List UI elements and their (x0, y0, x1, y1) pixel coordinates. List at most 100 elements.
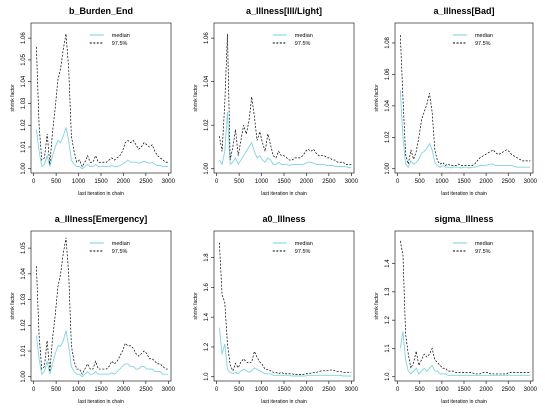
median-line (218, 112, 352, 169)
x-tick-label: 2000 (479, 387, 493, 393)
y-tick-label: 1.06 (385, 68, 391, 80)
x-tick-label: 1000 (72, 179, 86, 185)
x-tick-label: 3000 (345, 179, 359, 185)
x-tick-label: 0 (215, 179, 219, 185)
plot-frame (213, 230, 355, 382)
plot-frame (30, 22, 172, 174)
y-tick-label: 1.00 (385, 162, 391, 174)
y-tick-label: 1.2 (385, 315, 391, 324)
y-tick-label: 1.01 (21, 345, 27, 357)
median-line (35, 330, 169, 378)
x-tick-label: 3000 (524, 179, 538, 185)
y-tick-label: 1.02 (385, 131, 391, 143)
y-axis-label: shrink factor (374, 84, 380, 112)
plot-frame (394, 230, 534, 382)
legend-label: median (475, 33, 493, 39)
x-tick-label: 2000 (479, 179, 493, 185)
q975-line (399, 240, 531, 375)
x-tick-label: 2000 (117, 387, 131, 393)
q975-line (219, 242, 352, 375)
y-tick-label: 1.02 (21, 119, 27, 131)
panel-title: a0_Illness (262, 214, 305, 224)
legend-label: 97.5% (112, 249, 128, 255)
y-tick-label: 1.8 (204, 253, 210, 262)
x-tick-label: 1000 (435, 387, 449, 393)
y-axis-label: shrink factor (374, 292, 380, 320)
x-tick-label: 2500 (322, 387, 336, 393)
legend-label: 97.5% (475, 249, 491, 255)
x-tick-label: 1500 (94, 179, 108, 185)
chart-panel-5: a0_Illness 0 500 1000 1500 2000 2500 3000 1.0 1.2… (193, 214, 359, 405)
x-tick-label: 1000 (72, 387, 86, 393)
x-tick-label: 2500 (139, 387, 153, 393)
x-tick-label: 0 (396, 179, 400, 185)
x-axis-label: last iteration in chain (441, 399, 487, 405)
y-tick-label: 1.02 (204, 119, 210, 131)
chart-panel-6: sigma_Illness 0 500 1000 1500 2000 2500 3000 1.0… (374, 214, 538, 405)
x-tick-label: 3000 (162, 387, 176, 393)
x-tick-label: 2500 (322, 179, 336, 185)
y-tick-label: 1.01 (21, 140, 27, 152)
legend-label: 97.5% (295, 249, 311, 255)
x-axis-label: last iteration in chain (441, 191, 487, 197)
x-tick-label: 500 (415, 387, 426, 393)
y-tick-label: 1.00 (21, 370, 27, 382)
x-tick-label: 1500 (94, 387, 108, 393)
x-tick-label: 3000 (162, 179, 176, 185)
x-tick-label: 1000 (255, 179, 269, 185)
x-tick-label: 500 (234, 179, 245, 185)
legend-label: median (475, 241, 493, 247)
y-tick-label: 1.3 (385, 287, 391, 296)
q975-line (399, 35, 531, 167)
x-tick-label: 2500 (502, 387, 516, 393)
y-tick-label: 1.03 (21, 97, 27, 109)
x-tick-label: 0 (396, 387, 400, 393)
panel-title: a_Illness[Emergency] (55, 214, 148, 224)
x-tick-label: 3000 (345, 387, 359, 393)
median-line (399, 90, 531, 169)
chart-panel-2: a_Illness[Ill/Light] 0 500 1000 1500 2000 2500… (193, 6, 359, 197)
legend-label: 97.5% (112, 41, 128, 47)
x-axis-label: last iteration in chain (261, 399, 307, 405)
x-tick-label: 3000 (524, 387, 538, 393)
y-tick-label: 1.04 (21, 75, 27, 87)
x-tick-label: 500 (234, 387, 245, 393)
y-tick-label: 1.03 (21, 293, 27, 305)
plot-frame (213, 22, 355, 174)
y-tick-label: 1.0 (385, 372, 391, 381)
y-tick-label: 1.0 (204, 372, 210, 381)
legend-label: median (112, 33, 130, 39)
legend-label: median (295, 241, 313, 247)
x-tick-label: 1500 (457, 179, 471, 185)
chart-panel-1: b_Burden_End 0 500 1000 1500 2000 2500 3000 1.00… (10, 6, 176, 197)
x-tick-label: 0 (32, 179, 36, 185)
y-tick-label: 1.05 (21, 53, 27, 65)
panel-title: a_Illness[Ill/Light] (246, 6, 322, 16)
x-tick-label: 0 (32, 387, 36, 393)
x-axis-label: last iteration in chain (78, 191, 124, 197)
legend-label: 97.5% (475, 41, 491, 47)
panel-title: sigma_Illness (434, 214, 493, 224)
median-line (218, 327, 352, 377)
x-tick-label: 500 (51, 387, 62, 393)
y-tick-label: 1.04 (21, 267, 27, 279)
y-tick-label: 1.6 (204, 283, 210, 292)
panel-title: b_Burden_End (69, 6, 133, 16)
y-tick-label: 1.06 (204, 32, 210, 44)
y-tick-label: 1.4 (204, 312, 210, 321)
x-tick-label: 1500 (457, 387, 471, 393)
y-tick-label: 1.08 (385, 36, 391, 48)
y-tick-label: 1.00 (204, 162, 210, 174)
legend-label: 97.5% (295, 41, 311, 47)
x-tick-label: 2000 (300, 179, 314, 185)
x-tick-label: 1000 (255, 387, 269, 393)
x-tick-label: 2000 (117, 179, 131, 185)
x-axis-label: last iteration in chain (261, 191, 307, 197)
y-tick-label: 1.04 (385, 99, 391, 111)
y-tick-label: 1.1 (385, 344, 391, 353)
chart-panel-4: a_Illness[Emergency] 0 500 1000 1500 2000 2500… (10, 214, 176, 405)
x-tick-label: 1500 (277, 387, 291, 393)
x-tick-label: 500 (415, 179, 426, 185)
y-tick-label: 1.4 (385, 259, 391, 268)
